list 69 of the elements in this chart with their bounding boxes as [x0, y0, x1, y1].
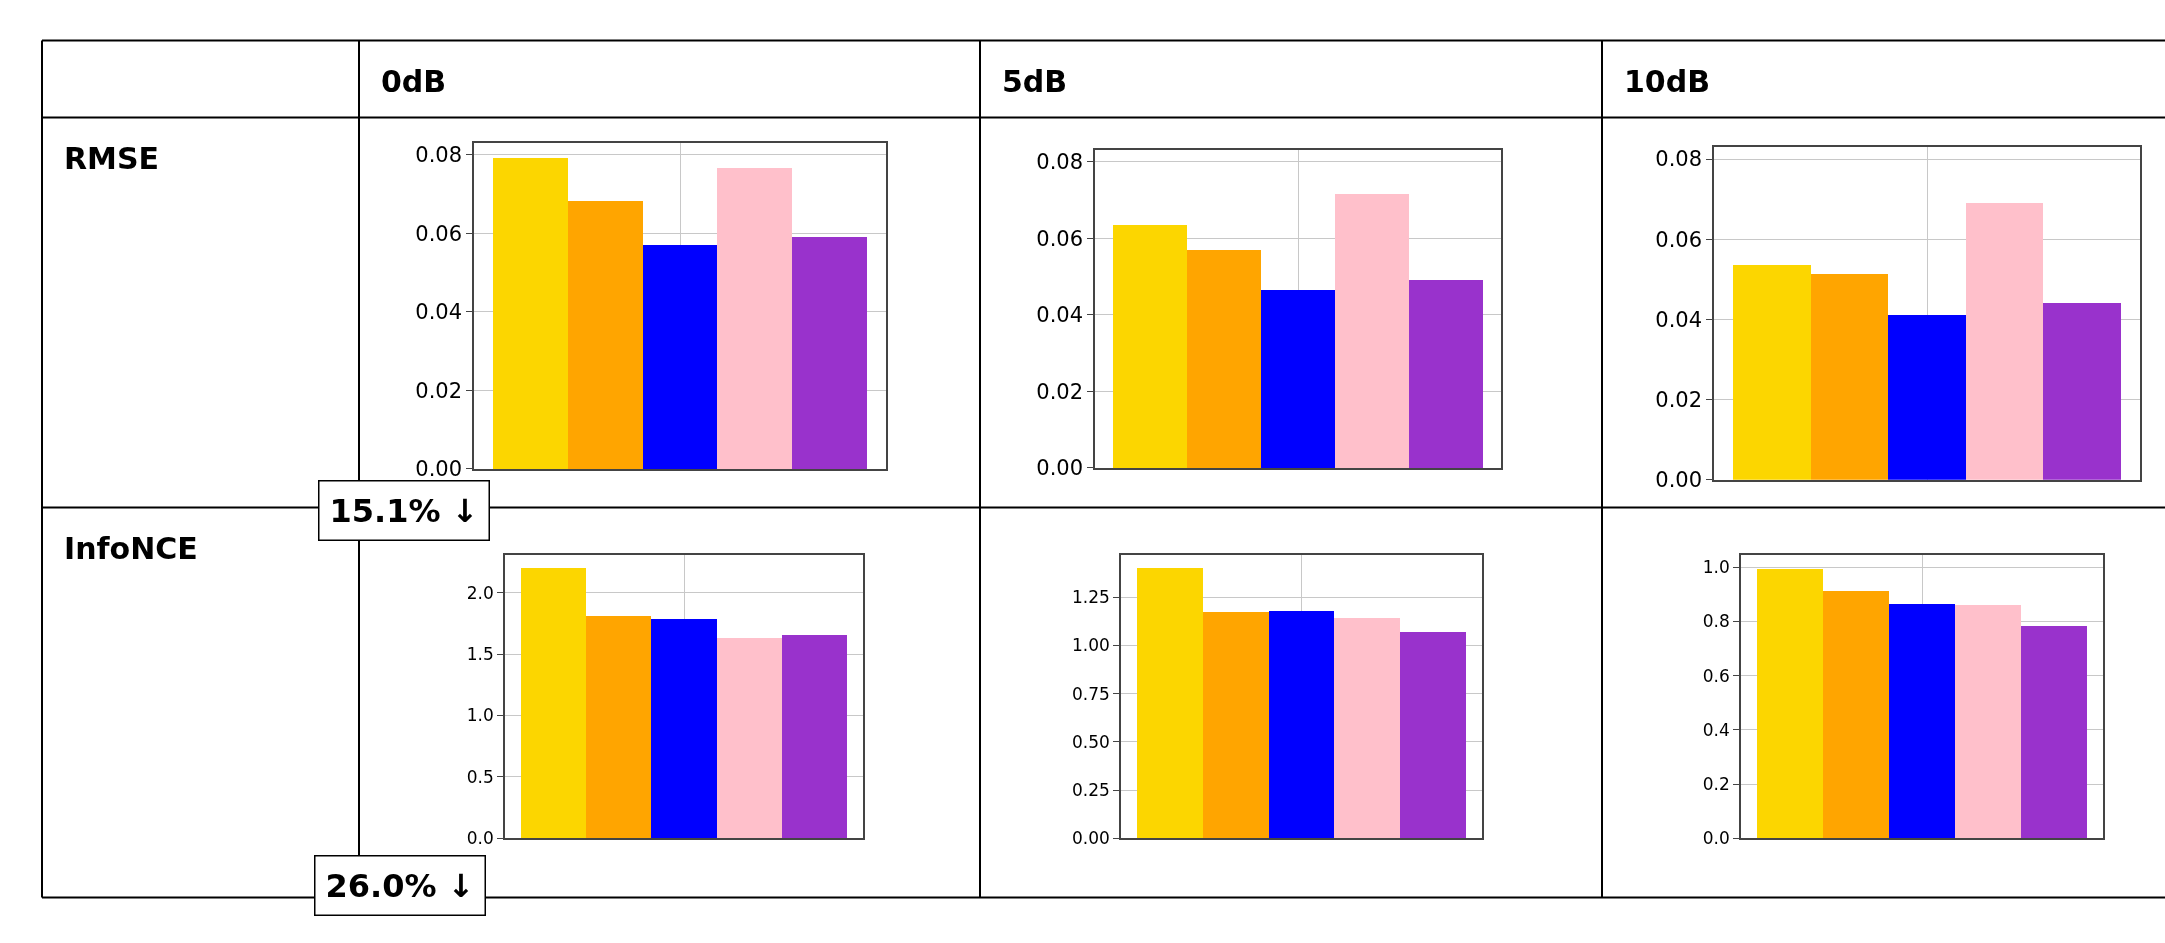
y-tick-label: 1.5 [466, 644, 494, 665]
bar [1335, 194, 1409, 468]
bar [1757, 568, 1823, 838]
y-tick-label: 0.04 [1655, 307, 1703, 332]
text: 26.0% ↓ [325, 866, 475, 905]
y-tick-label: 0.06 [415, 221, 463, 246]
y-tick-label: 0.4 [1702, 719, 1730, 740]
bar [651, 618, 717, 838]
bar [1400, 631, 1466, 838]
text: 10dB [1624, 64, 1711, 99]
bar [1733, 265, 1811, 480]
bar [568, 201, 643, 469]
y-tick-label: 2.0 [466, 582, 494, 603]
y-tick-label: 0.25 [1071, 779, 1110, 800]
bar [717, 168, 792, 469]
bar [1889, 603, 1955, 838]
bar [782, 634, 847, 838]
y-tick-label: 0.06 [1036, 226, 1084, 251]
bar [586, 615, 651, 838]
text: 0dB [381, 64, 447, 99]
bar [1203, 611, 1269, 838]
y-tick-label: 0.50 [1071, 731, 1110, 752]
bar [1955, 604, 2021, 838]
y-tick-label: 1.00 [1071, 635, 1110, 656]
y-tick-label: 1.0 [1702, 557, 1730, 578]
bar [1334, 617, 1400, 838]
bar [1409, 280, 1483, 468]
bar [493, 158, 568, 469]
y-tick-label: 1.25 [1071, 587, 1110, 608]
bar [717, 637, 782, 838]
y-tick-label: 0.04 [1036, 303, 1084, 328]
y-tick-label: 0.0 [1702, 828, 1730, 849]
bar [1137, 567, 1203, 838]
y-tick-label: 0.2 [1702, 773, 1730, 794]
y-tick-label: 0.08 [1036, 149, 1084, 174]
y-tick-label: 0.08 [1655, 147, 1703, 172]
text: InfoNCE [64, 531, 198, 566]
text: RMSE [64, 141, 160, 176]
bar [1269, 610, 1334, 838]
y-tick-label: 0.75 [1071, 683, 1110, 704]
bar [2021, 625, 2087, 838]
y-tick-label: 0.00 [1655, 468, 1703, 493]
y-tick-label: 0.04 [415, 300, 463, 325]
y-tick-label: 0.02 [1655, 387, 1703, 412]
y-tick-label: 0.08 [415, 143, 463, 168]
y-tick-label: 0.00 [1036, 456, 1084, 481]
y-tick-label: 0.5 [466, 766, 494, 787]
bar [1113, 225, 1187, 468]
bar [1966, 203, 2043, 480]
y-tick-label: 1.0 [466, 705, 494, 726]
bar [643, 245, 717, 469]
y-tick-label: 0.0 [466, 828, 494, 849]
y-tick-label: 0.02 [1036, 379, 1084, 404]
bar [2043, 303, 2121, 480]
bar [1823, 590, 1889, 838]
bar [1261, 290, 1335, 468]
y-tick-label: 0.00 [415, 457, 463, 482]
y-tick-label: 0.8 [1702, 611, 1730, 632]
bar [1888, 315, 1966, 480]
y-tick-label: 0.06 [1655, 227, 1703, 252]
y-tick-label: 0.6 [1702, 665, 1730, 686]
bar [792, 237, 867, 469]
bar [521, 567, 586, 838]
bar [1811, 274, 1888, 480]
y-tick-label: 0.02 [415, 378, 463, 403]
y-tick-label: 0.00 [1071, 828, 1110, 849]
text: 15.1% ↓ [329, 491, 479, 530]
bar [1187, 250, 1261, 468]
text: 5dB [1002, 64, 1068, 99]
